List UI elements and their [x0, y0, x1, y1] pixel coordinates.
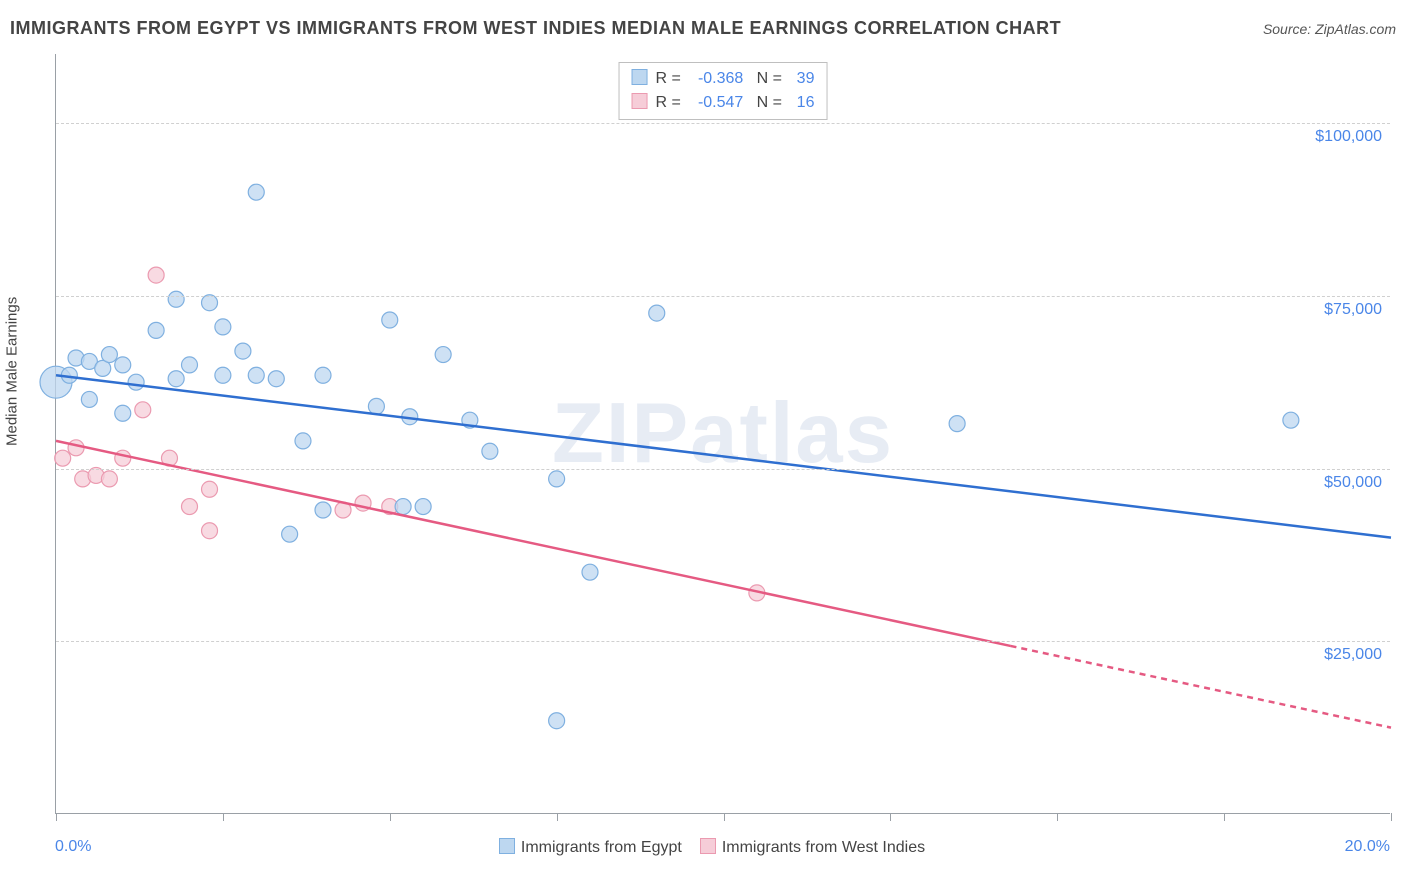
- data-point: [101, 471, 117, 487]
- data-point: [248, 367, 264, 383]
- data-point: [168, 291, 184, 307]
- stats-legend-box: R = -0.368 N = 39R = -0.547 N = 16: [619, 62, 828, 120]
- data-point: [202, 295, 218, 311]
- legend-swatch: [700, 838, 716, 854]
- data-point: [415, 499, 431, 515]
- data-point: [282, 526, 298, 542]
- gridline-h: [56, 469, 1390, 470]
- data-point: [202, 481, 218, 497]
- data-point: [182, 357, 198, 373]
- stat-r-label: R =: [656, 94, 681, 111]
- data-point: [81, 391, 97, 407]
- stat-r-value: -0.368: [685, 67, 743, 91]
- data-point: [128, 374, 144, 390]
- stats-row-egypt: R = -0.368 N = 39: [632, 67, 815, 91]
- stat-n-label: N =: [757, 70, 782, 87]
- data-point: [368, 398, 384, 414]
- data-point: [215, 367, 231, 383]
- x-tick: [1057, 813, 1058, 821]
- y-tick-label: $75,000: [1324, 301, 1382, 319]
- data-point: [1283, 412, 1299, 428]
- gridline-h: [56, 641, 1390, 642]
- chart-container: IMMIGRANTS FROM EGYPT VS IMMIGRANTS FROM…: [0, 0, 1406, 892]
- stat-n-value: 16: [786, 91, 814, 115]
- plot-area: ZIPatlas R = -0.368 N = 39R = -0.547 N =…: [55, 54, 1390, 814]
- data-point: [295, 433, 311, 449]
- data-point: [482, 443, 498, 459]
- data-point: [315, 502, 331, 518]
- scatter-svg: [56, 54, 1390, 813]
- x-tick: [1224, 813, 1225, 821]
- data-point: [55, 450, 71, 466]
- data-point: [582, 564, 598, 580]
- data-point: [168, 371, 184, 387]
- stat-n-label: N =: [757, 94, 782, 111]
- bottom-legend: Immigrants from Egypt Immigrants from Wes…: [0, 838, 1406, 857]
- legend-label-west_indies: Immigrants from West Indies: [722, 839, 925, 856]
- data-point: [649, 305, 665, 321]
- data-point: [315, 367, 331, 383]
- data-point: [68, 440, 84, 456]
- y-tick-label: $25,000: [1324, 646, 1382, 664]
- stat-r-label: R =: [656, 70, 681, 87]
- x-tick: [56, 813, 57, 821]
- data-point: [202, 523, 218, 539]
- data-point: [949, 416, 965, 432]
- data-point: [182, 499, 198, 515]
- data-point: [135, 402, 151, 418]
- legend-label-egypt: Immigrants from Egypt: [521, 839, 682, 856]
- y-axis-label: Median Male Earnings: [4, 297, 21, 446]
- data-point: [101, 347, 117, 363]
- x-tick: [724, 813, 725, 821]
- data-point: [268, 371, 284, 387]
- chart-title: IMMIGRANTS FROM EGYPT VS IMMIGRANTS FROM…: [10, 18, 1061, 39]
- stat-n-value: 39: [786, 67, 814, 91]
- x-tick: [557, 813, 558, 821]
- data-point: [148, 322, 164, 338]
- x-tick: [390, 813, 391, 821]
- trend-line: [56, 441, 1011, 646]
- gridline-h: [56, 296, 1390, 297]
- data-point: [115, 450, 131, 466]
- y-tick-label: $50,000: [1324, 474, 1382, 492]
- data-point: [215, 319, 231, 335]
- legend-swatch: [632, 69, 648, 85]
- data-point: [115, 357, 131, 373]
- data-point: [148, 267, 164, 283]
- data-point: [382, 312, 398, 328]
- y-tick-label: $100,000: [1315, 128, 1382, 146]
- x-tick: [223, 813, 224, 821]
- gridline-h: [56, 123, 1390, 124]
- x-tick: [1391, 813, 1392, 821]
- data-point: [549, 713, 565, 729]
- legend-swatch: [499, 838, 515, 854]
- legend-swatch: [632, 93, 648, 109]
- data-point: [248, 184, 264, 200]
- data-point: [115, 405, 131, 421]
- data-point: [235, 343, 251, 359]
- trend-line: [56, 375, 1391, 537]
- data-point: [435, 347, 451, 363]
- x-tick: [890, 813, 891, 821]
- title-bar: IMMIGRANTS FROM EGYPT VS IMMIGRANTS FROM…: [10, 18, 1396, 39]
- data-point: [395, 499, 411, 515]
- stat-r-value: -0.547: [685, 91, 743, 115]
- source-label: Source: ZipAtlas.com: [1263, 21, 1396, 37]
- stats-row-west_indies: R = -0.547 N = 16: [632, 91, 815, 115]
- data-point: [549, 471, 565, 487]
